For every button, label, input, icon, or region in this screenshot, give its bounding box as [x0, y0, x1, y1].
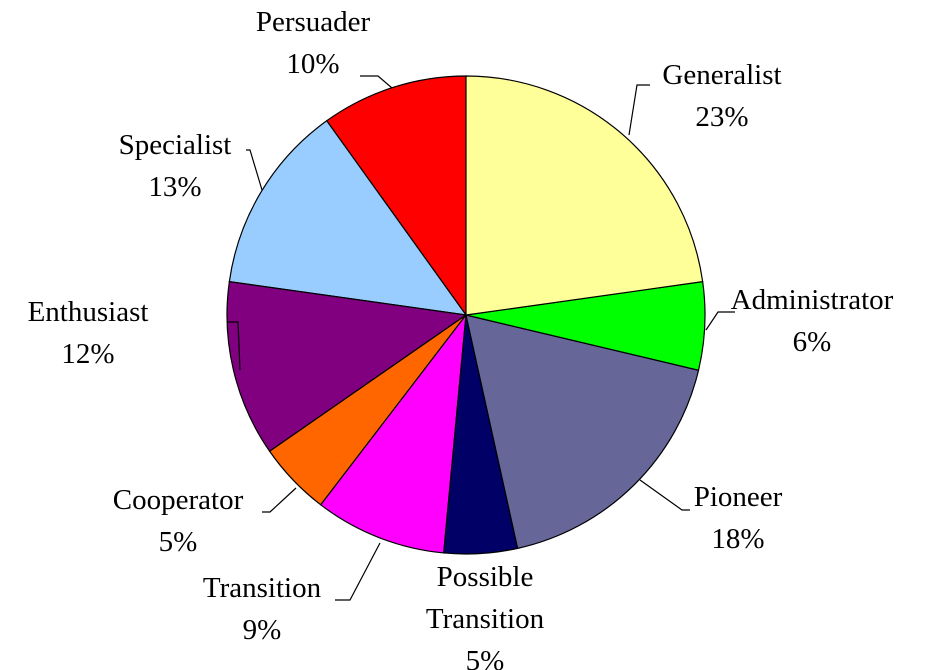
pie-slice	[465, 314, 700, 550]
category-label: Persuader	[255, 6, 371, 38]
category-label: Cooperator	[112, 484, 244, 516]
pie-slice	[465, 75, 704, 316]
leader-line	[628, 84, 650, 136]
pie-slice	[226, 280, 468, 453]
value-label: 10%	[286, 48, 340, 80]
data-label: Persuader 10%	[213, 1, 413, 85]
pie-slice	[325, 75, 467, 317]
data-label: Administrator 6%	[720, 279, 905, 363]
value-label: 5%	[158, 526, 198, 558]
category-label: Possible Transition	[425, 561, 545, 635]
value-label: 13%	[148, 171, 202, 203]
data-label: Possible Transition 5%	[395, 556, 575, 670]
data-label: Enthusiast 12%	[0, 291, 188, 375]
leader-line	[262, 487, 297, 513]
pie-slice	[319, 312, 467, 554]
data-label: Transition 9%	[162, 567, 362, 651]
leader-line	[246, 149, 263, 191]
value-label: 9%	[242, 614, 282, 646]
leader-line	[639, 479, 690, 511]
leader-line	[705, 311, 735, 331]
data-label: Cooperator 5%	[78, 479, 278, 563]
category-label: Transition	[202, 572, 322, 604]
data-label: Pioneer 18%	[638, 476, 838, 560]
category-label: Specialist	[118, 129, 232, 161]
category-label: Administrator	[730, 284, 894, 316]
data-label: Specialist 13%	[75, 124, 275, 208]
value-label: 23%	[695, 101, 749, 133]
category-label: Generalist	[662, 59, 782, 91]
category-label: Pioneer	[693, 481, 783, 513]
value-label: 12%	[61, 338, 115, 370]
value-label: 18%	[711, 523, 765, 555]
value-label: 6%	[792, 326, 832, 358]
leader-line	[228, 321, 241, 371]
category-label: Enthusiast	[27, 296, 149, 328]
leader-line	[335, 542, 381, 601]
leader-line	[360, 75, 393, 89]
data-label: Generalist 23%	[622, 54, 822, 138]
value-label: 5%	[465, 645, 505, 670]
leader-lines	[228, 75, 735, 601]
pie-slice	[228, 119, 468, 316]
